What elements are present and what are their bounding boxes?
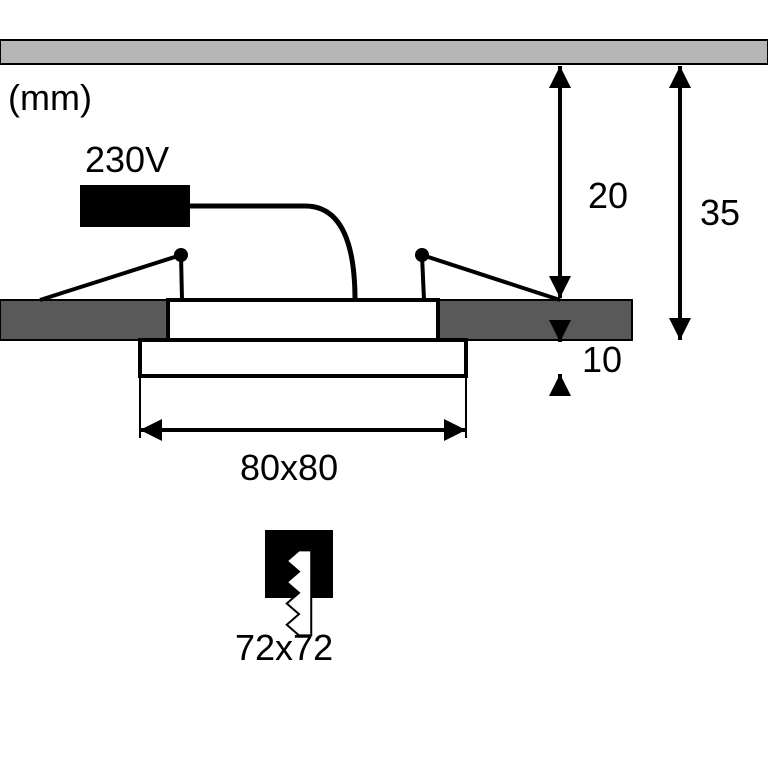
dimension-arrow-width xyxy=(140,376,466,441)
voltage-label: 230V xyxy=(85,139,169,180)
power-wire xyxy=(190,206,355,300)
voltage-connector xyxy=(80,185,190,227)
dim-label-20: 20 xyxy=(588,175,628,216)
dim-label-10: 10 xyxy=(582,339,622,380)
wall-right xyxy=(438,300,632,340)
dimension-arrow-35 xyxy=(669,66,691,340)
hole-saw-icon xyxy=(265,530,333,635)
wall-left xyxy=(0,300,168,340)
fixture-recess xyxy=(168,300,438,340)
dim-label-cutout: 72x72 xyxy=(235,627,333,668)
dimension-arrow-20 xyxy=(549,66,571,298)
ceiling-bar xyxy=(0,40,768,64)
spring-clip-left xyxy=(40,248,188,300)
dim-label-35: 35 xyxy=(700,192,740,233)
spring-clip-right xyxy=(415,248,560,300)
unit-label: (mm) xyxy=(8,77,92,118)
fixture-front-plate xyxy=(140,340,466,376)
dim-label-width: 80x80 xyxy=(240,447,338,488)
